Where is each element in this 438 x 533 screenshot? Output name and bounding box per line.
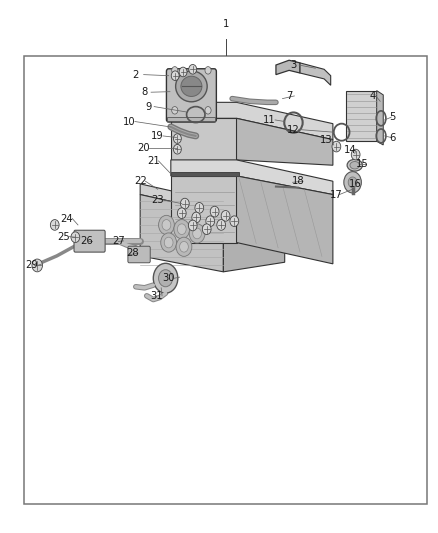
- Text: 12: 12: [287, 125, 300, 134]
- Polygon shape: [140, 184, 285, 213]
- Text: 21: 21: [147, 156, 160, 166]
- Text: 7: 7: [286, 91, 292, 101]
- Circle shape: [159, 215, 174, 235]
- Polygon shape: [171, 172, 239, 176]
- Circle shape: [174, 220, 190, 239]
- Text: 25: 25: [57, 232, 70, 241]
- Circle shape: [71, 232, 80, 243]
- Text: 24: 24: [60, 214, 73, 223]
- Polygon shape: [377, 91, 383, 145]
- Polygon shape: [237, 176, 333, 264]
- Circle shape: [171, 71, 179, 80]
- Circle shape: [217, 220, 226, 230]
- Polygon shape: [167, 117, 215, 121]
- Circle shape: [221, 211, 230, 221]
- Circle shape: [210, 206, 219, 217]
- Circle shape: [172, 67, 178, 74]
- Circle shape: [153, 263, 178, 293]
- Circle shape: [180, 198, 189, 209]
- Circle shape: [189, 64, 197, 74]
- Ellipse shape: [176, 71, 207, 102]
- Circle shape: [177, 208, 186, 219]
- Circle shape: [206, 216, 215, 227]
- FancyBboxPatch shape: [128, 246, 150, 263]
- Polygon shape: [223, 198, 285, 272]
- Circle shape: [195, 203, 204, 213]
- Circle shape: [205, 67, 211, 74]
- Circle shape: [348, 177, 357, 188]
- FancyBboxPatch shape: [166, 69, 216, 122]
- Polygon shape: [140, 195, 223, 272]
- Text: 22: 22: [134, 176, 147, 186]
- Circle shape: [205, 107, 211, 114]
- FancyBboxPatch shape: [74, 230, 105, 252]
- Circle shape: [161, 233, 177, 252]
- Text: 1: 1: [223, 19, 229, 29]
- Text: 31: 31: [151, 291, 163, 301]
- Polygon shape: [346, 91, 377, 141]
- Ellipse shape: [181, 76, 202, 96]
- Circle shape: [164, 237, 173, 248]
- Circle shape: [230, 216, 239, 227]
- Text: 11: 11: [263, 115, 276, 125]
- Bar: [24, 56, 427, 504]
- Polygon shape: [237, 118, 333, 165]
- Text: 29: 29: [25, 261, 38, 270]
- Text: 10: 10: [123, 117, 135, 126]
- Text: 3: 3: [290, 60, 297, 70]
- Text: 30: 30: [162, 273, 175, 283]
- Circle shape: [173, 134, 181, 143]
- Text: 19: 19: [151, 131, 164, 141]
- Circle shape: [177, 224, 186, 235]
- Text: 17: 17: [330, 190, 343, 199]
- Text: 27: 27: [112, 236, 125, 246]
- Polygon shape: [300, 63, 331, 85]
- Text: 23: 23: [152, 195, 164, 205]
- Circle shape: [188, 220, 197, 231]
- Circle shape: [176, 237, 192, 256]
- Circle shape: [159, 270, 173, 287]
- Circle shape: [332, 141, 341, 152]
- Polygon shape: [276, 60, 300, 75]
- Circle shape: [32, 259, 42, 272]
- Text: 15: 15: [356, 159, 369, 169]
- Polygon shape: [171, 102, 333, 140]
- Polygon shape: [171, 176, 237, 243]
- Text: 26: 26: [80, 236, 93, 246]
- Polygon shape: [171, 160, 333, 195]
- Circle shape: [202, 224, 211, 235]
- Text: 14: 14: [344, 146, 357, 155]
- Text: 16: 16: [349, 179, 362, 189]
- Text: 8: 8: [141, 87, 148, 97]
- Polygon shape: [171, 118, 237, 160]
- Text: 4: 4: [369, 91, 375, 101]
- Circle shape: [351, 149, 360, 160]
- Circle shape: [193, 228, 201, 239]
- Circle shape: [172, 107, 178, 114]
- Ellipse shape: [350, 161, 360, 169]
- Text: 20: 20: [138, 143, 150, 153]
- Text: 5: 5: [389, 112, 395, 122]
- Circle shape: [50, 220, 59, 230]
- Text: 2: 2: [133, 70, 139, 79]
- Text: 9: 9: [146, 102, 152, 111]
- Ellipse shape: [347, 159, 363, 171]
- Circle shape: [344, 172, 361, 193]
- Circle shape: [179, 67, 187, 77]
- Circle shape: [192, 212, 201, 223]
- Circle shape: [173, 144, 181, 154]
- Circle shape: [162, 220, 171, 230]
- Text: 18: 18: [292, 176, 304, 186]
- Text: 28: 28: [126, 248, 138, 258]
- Text: 13: 13: [320, 135, 332, 144]
- Text: 6: 6: [389, 133, 395, 142]
- Circle shape: [180, 241, 188, 252]
- Circle shape: [189, 224, 205, 243]
